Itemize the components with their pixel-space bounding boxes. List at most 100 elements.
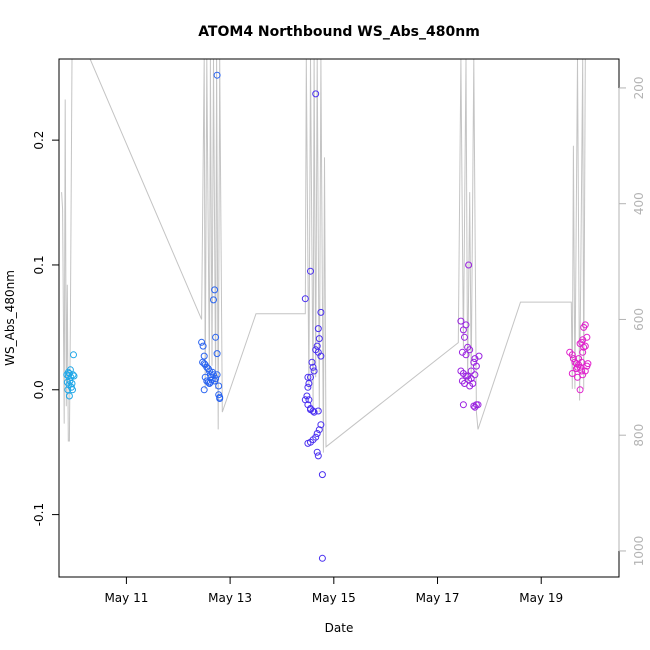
data-point	[310, 367, 318, 375]
data-point	[317, 352, 325, 360]
x-tick-label: May 13	[208, 591, 252, 605]
data-point	[309, 363, 317, 371]
data-point	[462, 351, 470, 359]
data-point	[213, 350, 221, 358]
data-point	[67, 383, 75, 391]
data-point	[305, 380, 313, 387]
data-point	[461, 333, 468, 341]
y-tick-label: 0.2	[32, 131, 46, 150]
series-5	[566, 321, 592, 394]
data-point	[209, 368, 216, 376]
series-1	[63, 351, 78, 400]
data-point	[462, 321, 470, 329]
data-point	[70, 372, 78, 380]
data-point	[308, 358, 316, 366]
data-point	[66, 377, 74, 385]
x-tick-label: May 19	[519, 591, 563, 605]
data-point	[199, 342, 207, 350]
data-point	[317, 308, 325, 316]
data-points-layer	[63, 71, 592, 562]
data-point	[313, 430, 321, 437]
data-point	[212, 333, 220, 341]
data-point	[216, 393, 224, 401]
series-4	[457, 261, 483, 411]
data-point	[467, 375, 475, 382]
x-tick-label: May 15	[312, 591, 356, 605]
data-point	[313, 448, 321, 456]
data-point	[200, 386, 208, 394]
data-point	[581, 367, 589, 375]
data-point	[578, 367, 586, 375]
data-point	[307, 373, 314, 381]
data-point	[307, 406, 314, 414]
data-point	[303, 392, 311, 400]
data-point	[466, 346, 474, 354]
data-point	[213, 71, 221, 79]
data-point	[471, 371, 479, 379]
data-point	[568, 351, 576, 359]
data-point	[305, 396, 313, 404]
data-point	[317, 421, 325, 429]
data-point	[467, 367, 475, 375]
data-point	[198, 338, 206, 346]
data-point	[465, 261, 473, 269]
data-point	[314, 407, 322, 415]
x-tick-label: May 17	[416, 591, 460, 605]
data-point	[579, 348, 587, 356]
data-point	[210, 296, 217, 304]
data-point	[576, 363, 584, 371]
x-axis-label: Date	[325, 621, 354, 635]
data-point	[304, 439, 312, 447]
data-point	[318, 471, 326, 479]
y2-tick-label: 1000	[632, 536, 646, 567]
altitude-line-layer	[61, 59, 586, 453]
data-point	[568, 370, 576, 377]
data-point	[314, 325, 322, 333]
data-point	[312, 90, 320, 98]
data-point	[576, 386, 584, 394]
data-point	[211, 286, 219, 294]
data-point	[201, 373, 209, 381]
y-tick-label: 0.1	[32, 255, 46, 274]
data-point	[212, 375, 220, 382]
axes-layer: May 11 May 13 May 15 May 17 May 19 -0.1 0.0 0.1…	[32, 58, 646, 605]
chart-title: ATOM4 Northbound WS_Abs_480nm	[198, 24, 480, 40]
data-point	[315, 335, 323, 343]
data-point	[318, 554, 326, 562]
data-point	[459, 401, 467, 409]
y2-tick-label: 800	[632, 424, 646, 447]
y-tick-label: -0.1	[32, 503, 46, 526]
series-3	[301, 90, 326, 562]
x-tick-label: May 11	[104, 591, 148, 605]
data-point	[307, 267, 314, 275]
data-point	[314, 452, 322, 460]
altitude-line	[61, 59, 586, 453]
data-point	[474, 401, 482, 409]
data-point	[301, 295, 309, 303]
data-point	[569, 355, 577, 363]
data-point	[583, 333, 591, 341]
series-2	[198, 71, 224, 402]
y-axis-label: WS_Abs_480nm	[3, 270, 17, 366]
y2-tick-label: 400	[632, 192, 646, 215]
data-point	[584, 360, 592, 368]
data-point	[69, 371, 77, 379]
data-point	[469, 380, 477, 387]
data-point	[472, 362, 480, 370]
data-point	[200, 352, 208, 360]
data-point	[581, 321, 589, 329]
data-point	[215, 382, 223, 390]
data-point	[206, 378, 214, 386]
data-point	[315, 426, 323, 434]
data-point	[304, 383, 312, 391]
plot-frame	[58, 58, 620, 578]
data-point	[204, 378, 212, 386]
data-point	[575, 355, 583, 363]
data-point	[70, 351, 77, 359]
data-point	[65, 392, 73, 400]
data-point	[205, 367, 213, 375]
y2-tick-label: 200	[632, 76, 646, 99]
data-point	[475, 352, 483, 360]
data-point	[457, 317, 465, 325]
